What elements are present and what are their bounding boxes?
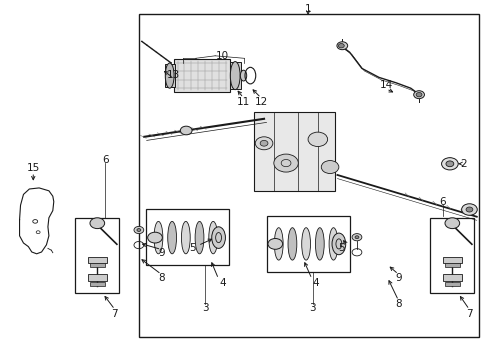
Bar — [429, 218, 473, 293]
Bar — [266, 216, 349, 272]
Text: 4: 4 — [311, 278, 318, 288]
Text: 8: 8 — [158, 273, 164, 283]
Ellipse shape — [328, 228, 337, 260]
Circle shape — [465, 207, 472, 212]
Circle shape — [90, 218, 104, 229]
Bar — [164, 64, 174, 87]
Text: 10: 10 — [216, 51, 228, 61]
Bar — [254, 112, 334, 191]
Bar — [442, 257, 461, 263]
Text: 5: 5 — [337, 243, 344, 253]
Text: 8: 8 — [394, 299, 401, 309]
Ellipse shape — [315, 228, 324, 260]
Circle shape — [445, 161, 453, 167]
Ellipse shape — [181, 221, 190, 254]
Circle shape — [137, 229, 141, 231]
Ellipse shape — [230, 62, 240, 90]
Circle shape — [273, 154, 298, 172]
Text: 7: 7 — [111, 309, 118, 319]
Text: 9: 9 — [158, 248, 164, 258]
Circle shape — [260, 140, 267, 146]
Bar — [444, 282, 459, 286]
Text: 1: 1 — [304, 4, 311, 14]
Bar — [139, 14, 478, 337]
Text: 13: 13 — [166, 69, 180, 80]
Text: 3: 3 — [309, 303, 316, 313]
Circle shape — [444, 218, 459, 229]
Circle shape — [336, 42, 347, 50]
Bar — [146, 209, 229, 265]
Circle shape — [134, 226, 143, 234]
Circle shape — [441, 158, 457, 170]
Text: 14: 14 — [379, 80, 392, 90]
Circle shape — [267, 238, 282, 249]
Ellipse shape — [208, 221, 217, 254]
Bar — [87, 274, 107, 281]
Text: 7: 7 — [465, 309, 472, 319]
Ellipse shape — [301, 228, 310, 260]
Ellipse shape — [211, 227, 225, 248]
Circle shape — [351, 234, 361, 241]
Ellipse shape — [167, 221, 176, 254]
Text: 5: 5 — [188, 243, 195, 253]
Text: 12: 12 — [254, 96, 267, 107]
Text: 3: 3 — [202, 303, 208, 313]
Text: 6: 6 — [438, 197, 445, 207]
Ellipse shape — [195, 221, 203, 254]
Bar — [173, 59, 229, 92]
Circle shape — [307, 132, 327, 147]
Circle shape — [415, 93, 421, 97]
Bar — [75, 218, 119, 293]
Text: 2: 2 — [459, 159, 466, 169]
Bar — [90, 282, 104, 286]
Bar — [90, 264, 104, 267]
Ellipse shape — [331, 233, 345, 255]
Circle shape — [338, 44, 344, 48]
Text: 11: 11 — [236, 96, 250, 107]
Text: 4: 4 — [219, 278, 225, 288]
Ellipse shape — [274, 228, 283, 260]
Bar — [442, 274, 461, 281]
Circle shape — [461, 204, 476, 215]
Ellipse shape — [165, 63, 174, 88]
Bar — [87, 257, 107, 263]
Ellipse shape — [154, 221, 163, 254]
Circle shape — [180, 126, 192, 135]
Circle shape — [147, 232, 162, 243]
Circle shape — [413, 91, 424, 99]
Text: 9: 9 — [394, 273, 401, 283]
Circle shape — [255, 137, 272, 150]
Circle shape — [321, 161, 338, 174]
Ellipse shape — [287, 228, 296, 260]
Text: 6: 6 — [102, 155, 108, 165]
Bar — [444, 264, 459, 267]
Circle shape — [354, 236, 358, 239]
Ellipse shape — [240, 70, 246, 81]
Text: 15: 15 — [26, 163, 40, 174]
Bar — [229, 62, 240, 89]
